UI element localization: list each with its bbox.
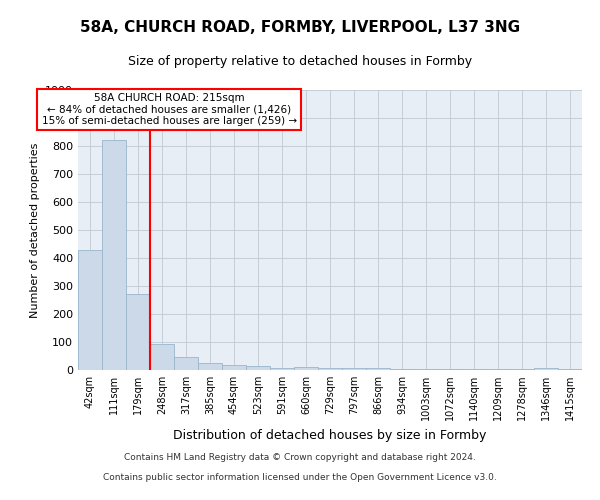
Bar [534, 368, 558, 370]
Bar [462, 369, 486, 370]
Text: Contains public sector information licensed under the Open Government Licence v3: Contains public sector information licen… [103, 473, 497, 482]
Bar [78, 250, 102, 370]
Text: 58A CHURCH ROAD: 215sqm
← 84% of detached houses are smaller (1,426)
15% of semi: 58A CHURCH ROAD: 215sqm ← 84% of detache… [41, 93, 297, 126]
Bar [366, 368, 390, 370]
Bar [294, 367, 318, 370]
Bar [342, 368, 366, 370]
Bar [246, 366, 270, 370]
Bar [438, 369, 462, 370]
Y-axis label: Number of detached properties: Number of detached properties [29, 142, 40, 318]
Text: Contains HM Land Registry data © Crown copyright and database right 2024.: Contains HM Land Registry data © Crown c… [124, 453, 476, 462]
Bar [486, 369, 510, 370]
Bar [102, 140, 126, 370]
Bar [510, 369, 534, 370]
Bar [390, 368, 414, 370]
Bar [174, 356, 198, 370]
Bar [558, 368, 582, 370]
Bar [414, 369, 438, 370]
Bar [270, 368, 294, 370]
Bar [198, 363, 222, 370]
Bar [150, 344, 174, 370]
Bar [318, 368, 342, 370]
Bar [222, 365, 246, 370]
Text: Size of property relative to detached houses in Formby: Size of property relative to detached ho… [128, 55, 472, 68]
Bar [126, 294, 150, 370]
Text: 58A, CHURCH ROAD, FORMBY, LIVERPOOL, L37 3NG: 58A, CHURCH ROAD, FORMBY, LIVERPOOL, L37… [80, 20, 520, 35]
X-axis label: Distribution of detached houses by size in Formby: Distribution of detached houses by size … [173, 428, 487, 442]
